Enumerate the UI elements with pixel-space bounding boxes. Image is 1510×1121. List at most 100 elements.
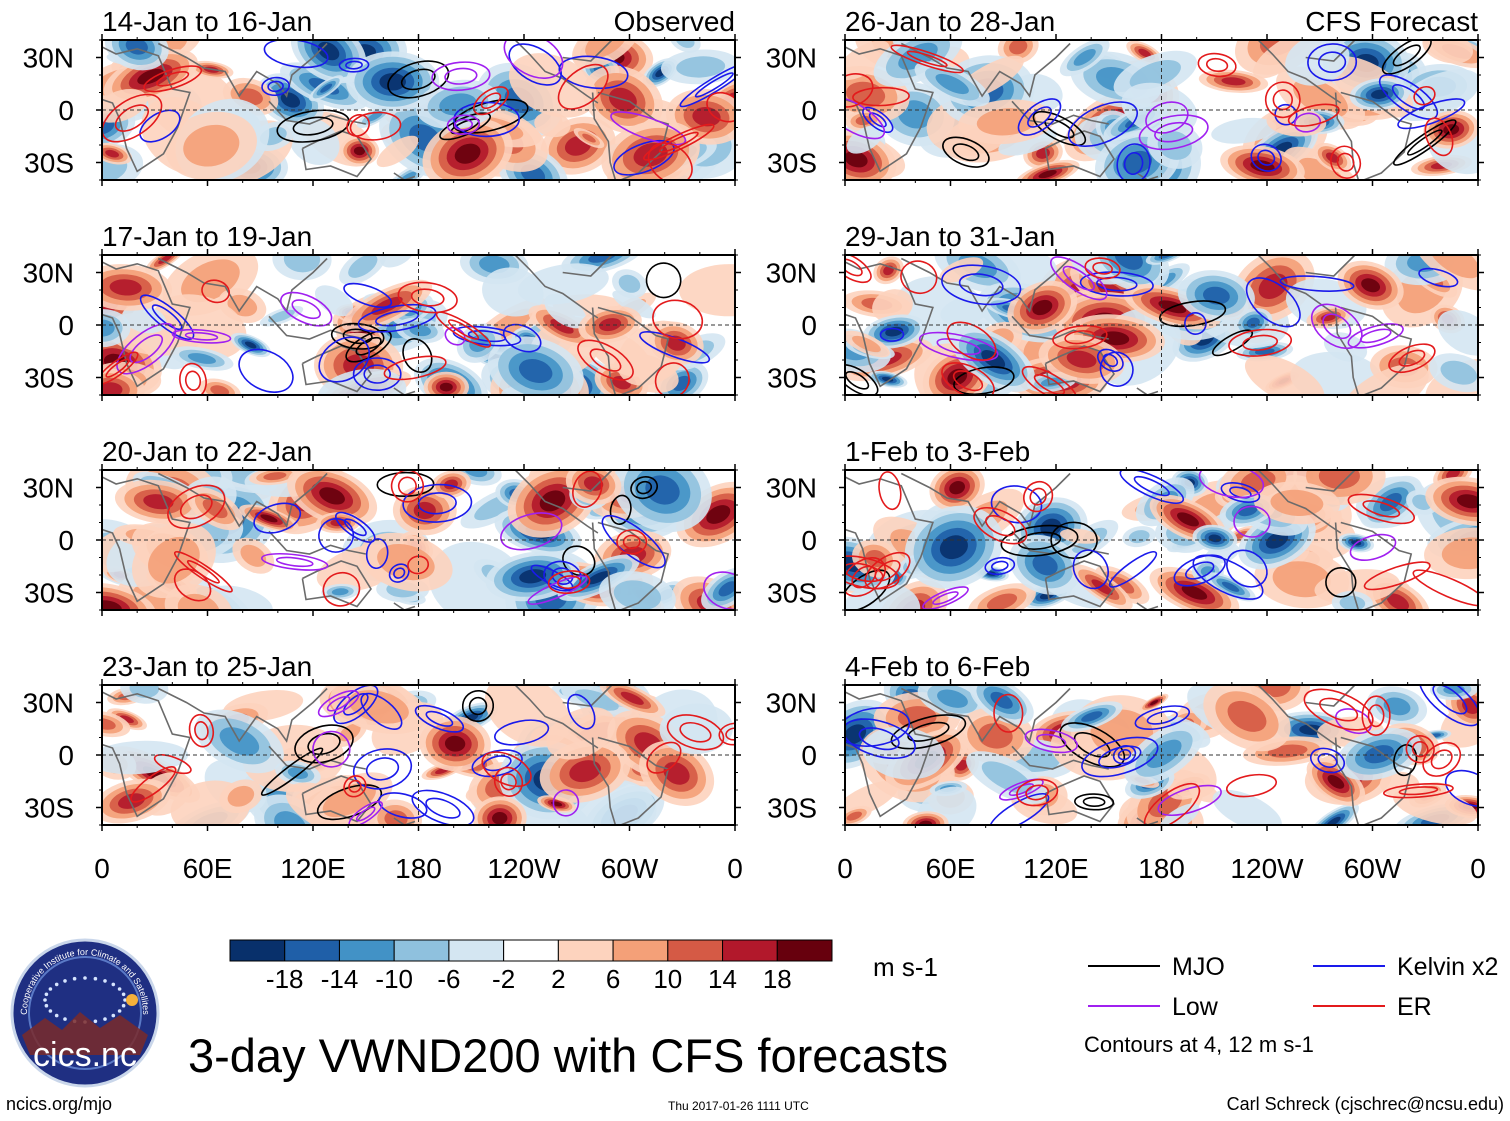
map-panel: 26-Jan to 28-Jan CFS Forecast 30N 0 30S	[766, 6, 1484, 186]
contour-inner	[679, 721, 712, 743]
anomaly-shade	[978, 723, 1013, 749]
panel-period-label: 14-Jan to 16-Jan	[102, 6, 312, 37]
anomaly-shade	[320, 83, 333, 93]
y-tick-label: 0	[801, 310, 817, 341]
anomaly-shade	[898, 42, 938, 70]
contour-kelvin-x2	[494, 719, 550, 746]
colorbar-tick-label: 6	[606, 964, 620, 994]
anomaly-shade	[645, 475, 680, 505]
coastline	[514, 685, 599, 749]
contour-kelvin-x2	[1418, 685, 1478, 727]
anomaly-shade	[109, 279, 142, 296]
legend-label: Kelvin x2	[1397, 953, 1498, 981]
y-tick-label: 30N	[23, 473, 74, 504]
anomaly-shade	[210, 385, 230, 395]
contour-inner	[151, 304, 183, 331]
contour-er	[346, 113, 370, 137]
contour-inner	[1406, 129, 1443, 156]
colorbar-swatch	[338, 939, 395, 962]
contour-er	[1084, 257, 1121, 280]
contour-mjo	[402, 338, 433, 373]
anomaly-shade	[1149, 700, 1159, 706]
contour-inner	[907, 721, 950, 742]
contour-low	[446, 114, 481, 135]
y-tick-label: 30N	[766, 43, 817, 74]
contour-mjo	[1211, 329, 1254, 357]
contour-mjo	[645, 262, 682, 299]
y-tick-label: 30N	[23, 688, 74, 719]
anomaly-shade	[1041, 377, 1064, 387]
contour-kelvin-x2	[558, 55, 629, 90]
y-tick-label: 30N	[766, 688, 817, 719]
contour-low	[261, 552, 329, 571]
contour-inner	[156, 70, 190, 87]
anomaly-shade	[240, 544, 267, 567]
anomaly-shade	[1456, 494, 1478, 509]
contour-inner	[1096, 276, 1138, 292]
anomaly-shade	[1221, 77, 1246, 86]
contour-inner	[1205, 57, 1229, 73]
wave-contours	[102, 40, 735, 180]
wave-contours	[845, 40, 1466, 180]
colorbar-tick-label: 18	[763, 964, 792, 994]
anomaly-shade	[158, 255, 173, 264]
contour-low	[312, 730, 351, 768]
anomaly-shade	[939, 257, 984, 283]
y-tick-label: 30S	[24, 793, 74, 824]
contour-kelvin-x2	[679, 62, 735, 108]
anomaly-shade	[546, 707, 616, 760]
anomaly-shade	[676, 56, 726, 78]
panel-source-label: Observed	[614, 6, 735, 37]
contour-er	[1424, 117, 1454, 157]
contour-inner	[393, 567, 406, 579]
contour-kelvin-x2	[1067, 101, 1138, 148]
vwnd-field	[845, 40, 1478, 180]
contour-inner	[636, 480, 653, 495]
contour-inner	[425, 710, 454, 727]
anomaly-shade	[692, 107, 721, 127]
contour-inner	[326, 695, 351, 712]
contour-kelvin-x2	[333, 685, 379, 725]
contour-er	[643, 123, 715, 161]
contour-mjo	[942, 136, 990, 168]
contour-kelvin-x2	[1017, 98, 1062, 136]
colorbar-swatch	[284, 939, 340, 962]
contour-kelvin-x2	[1079, 271, 1154, 297]
colorbar-swatch	[722, 939, 778, 962]
contour-er	[1023, 480, 1054, 513]
contour-kelvin-x2	[1099, 351, 1134, 387]
colorbar-swatch	[667, 939, 724, 962]
coastline	[597, 521, 670, 610]
anomaly-shade	[102, 718, 116, 730]
contour-kelvin-x2	[1279, 275, 1355, 292]
contour-kelvin-x2	[1108, 551, 1158, 588]
y-tick-label: 30N	[766, 473, 817, 504]
contour-inner	[936, 338, 981, 356]
coastline	[1011, 100, 1109, 125]
coastline	[562, 255, 613, 277]
anomaly-shade	[976, 108, 1037, 136]
contour-er	[130, 766, 177, 803]
colorbar-units: m s-1	[873, 952, 938, 982]
contour-inner	[345, 60, 363, 70]
wave-contours	[845, 685, 1478, 825]
colorbar-swatch	[557, 939, 614, 962]
contour-inner	[1322, 313, 1352, 340]
contour-kelvin-x2	[984, 556, 1016, 576]
y-tick-label: 0	[801, 740, 817, 771]
logo-ring	[28, 956, 142, 1070]
anomaly-shade	[1320, 313, 1337, 322]
anomaly-shade	[1138, 48, 1152, 58]
logo-dot	[123, 998, 127, 1002]
contour-inner	[952, 143, 980, 162]
anomaly-shade	[583, 476, 604, 491]
anomaly-shade	[599, 318, 622, 332]
contour-er	[143, 65, 203, 93]
contour-inner	[557, 575, 582, 590]
anomaly-shade	[935, 73, 969, 95]
contour-er	[652, 299, 704, 340]
contour-inner	[410, 288, 445, 307]
anomaly-shade	[990, 691, 1013, 709]
contour-inner	[397, 476, 417, 496]
anomaly-shade	[846, 125, 884, 154]
